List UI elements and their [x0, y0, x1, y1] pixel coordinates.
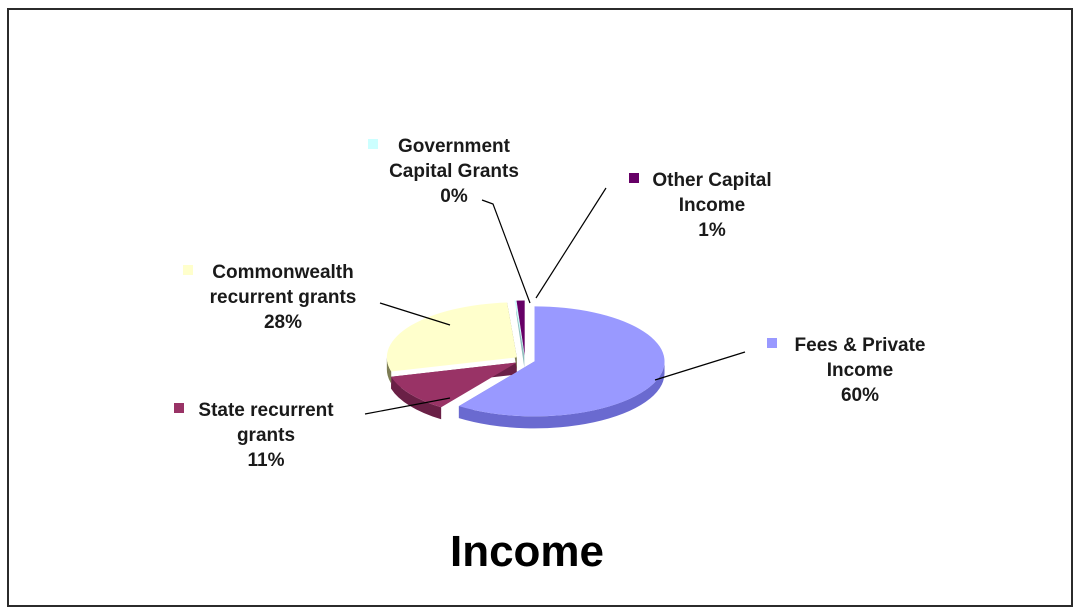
slice-name-label: Capital Grants	[389, 161, 519, 182]
slice-name-label: recurrent grants	[210, 287, 357, 308]
slice-name-label: Income	[679, 195, 746, 216]
leader-line	[654, 351, 746, 381]
pie-slice-fees-private-income	[458, 306, 665, 417]
legend-marker	[183, 265, 193, 275]
slice-name-label: Other Capital	[652, 170, 771, 191]
slice-percent-label: 28%	[264, 312, 302, 333]
leader-line	[379, 302, 451, 326]
pie-slice-commonwealth-recurrent-grants	[386, 302, 517, 372]
slice-percent-label: 0%	[440, 186, 468, 207]
legend-marker	[368, 139, 378, 149]
slice-label: Other Capital Income 1%	[629, 170, 772, 241]
slice-labels: Fees & Private Income 60% State recurrent gr…	[174, 136, 925, 471]
slice-percent-label: 11%	[248, 450, 285, 471]
slice-name-label: Government	[398, 136, 511, 157]
slice-name-label: Fees & Private	[795, 335, 926, 356]
pie-slice-side	[386, 357, 392, 384]
slice-label: State recurrent grants 11%	[174, 400, 334, 471]
leader-lines	[364, 187, 746, 415]
slice-label: Commonwealth recurrent grants 28%	[183, 262, 356, 333]
slice-name-label: Income	[827, 360, 894, 381]
slice-label: Government Capital Grants 0%	[368, 136, 519, 207]
slice-name-label: grants	[237, 425, 295, 446]
pie-slice-state-recurrent-grants	[391, 362, 517, 408]
leader-line	[535, 187, 607, 299]
legend-marker	[767, 338, 777, 348]
pie-slice-government-capital-grants	[514, 300, 525, 356]
pie-slice-side	[391, 376, 442, 420]
legend-marker	[174, 403, 184, 413]
chart-title: Income	[450, 527, 604, 576]
slice-label: Fees & Private Income 60%	[767, 335, 925, 406]
pie-slices	[386, 300, 665, 429]
pie-slice-other-capital-income	[516, 300, 525, 356]
slice-name-label: State recurrent	[198, 400, 334, 421]
pie-slice-side	[458, 361, 665, 429]
legend-marker	[629, 173, 639, 183]
leader-line	[364, 397, 451, 415]
slice-name-label: Commonwealth	[212, 262, 353, 283]
leader-line	[481, 199, 531, 304]
slice-percent-label: 1%	[698, 220, 726, 241]
slice-percent-label: 60%	[841, 385, 879, 406]
